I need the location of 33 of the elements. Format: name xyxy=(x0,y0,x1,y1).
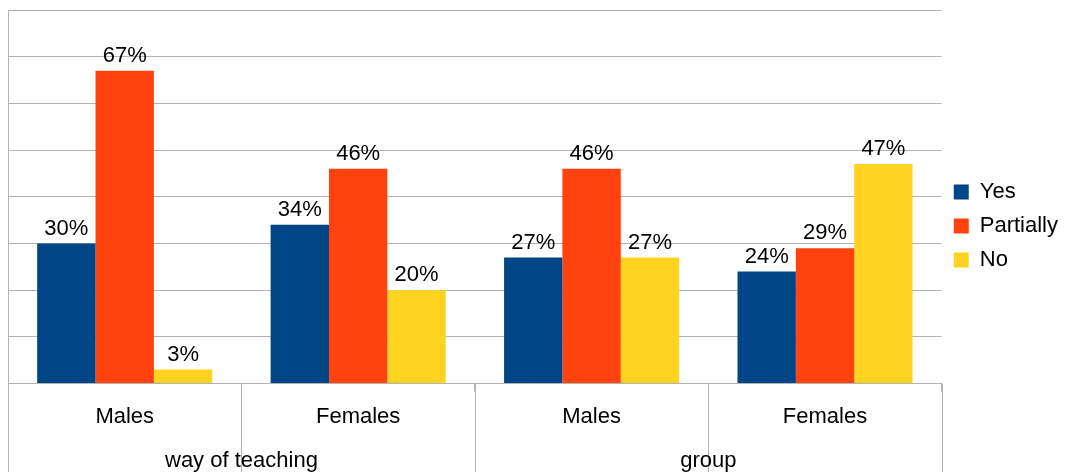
data-label: 29% xyxy=(803,219,848,245)
legend-label: Partially xyxy=(979,212,1058,238)
text: group xyxy=(680,447,737,472)
bar xyxy=(95,70,154,384)
bar xyxy=(737,271,796,384)
data-label: 30% xyxy=(44,214,89,240)
bar xyxy=(387,290,446,384)
data-label: 34% xyxy=(277,195,322,221)
x-tick-label: Males xyxy=(562,402,621,428)
x-tick-label: Females xyxy=(315,402,401,428)
bar xyxy=(37,243,96,384)
x-tick-label: Males xyxy=(95,402,155,428)
data-label: 46% xyxy=(569,139,614,165)
data-label: 27% xyxy=(511,228,556,254)
bar xyxy=(562,168,621,384)
bar xyxy=(153,369,213,384)
data-label: 46% xyxy=(336,139,381,165)
bar xyxy=(795,248,855,384)
data-label: 20% xyxy=(394,261,439,287)
text: way of teaching xyxy=(164,447,318,472)
bar xyxy=(854,164,913,384)
data-label: 67% xyxy=(102,41,147,67)
bar xyxy=(270,224,329,384)
data-label: 24% xyxy=(744,242,789,268)
data-label: 3% xyxy=(167,340,199,366)
legend-label: No xyxy=(979,246,1008,272)
bar xyxy=(504,257,563,384)
bar xyxy=(620,257,680,384)
bar xyxy=(328,168,388,384)
x-tick-label: Females xyxy=(782,402,868,428)
legend-label: Yes xyxy=(979,178,1016,204)
data-label: 47% xyxy=(861,135,906,161)
data-label: 27% xyxy=(627,228,672,254)
